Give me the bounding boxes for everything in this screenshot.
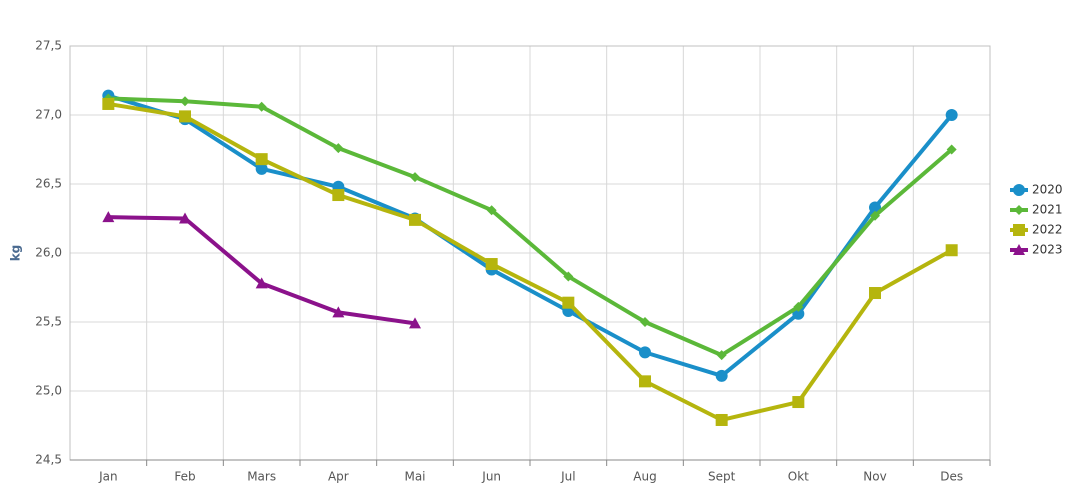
y-tick-label: 27,5 bbox=[35, 39, 62, 53]
data-point bbox=[640, 317, 650, 327]
y-tick-label: 26,5 bbox=[35, 177, 62, 191]
y-tick-label: 26,0 bbox=[35, 246, 62, 260]
y-axis-label: kg bbox=[9, 245, 23, 262]
data-point bbox=[792, 396, 805, 409]
series-line bbox=[108, 215, 416, 326]
data-point bbox=[409, 317, 421, 329]
data-point bbox=[945, 244, 958, 257]
legend-label[interactable]: 2023 bbox=[1032, 243, 1063, 257]
x-tick-label: Nov bbox=[863, 470, 886, 484]
legend-marker bbox=[1013, 244, 1025, 255]
x-tick-label: Jul bbox=[560, 470, 575, 484]
data-point bbox=[409, 213, 421, 226]
series-line bbox=[107, 93, 954, 378]
data-point bbox=[869, 201, 881, 214]
x-tick-label: Des bbox=[940, 470, 963, 484]
data-point bbox=[715, 369, 728, 382]
data-point bbox=[715, 413, 728, 426]
data-point bbox=[639, 346, 651, 359]
data-point bbox=[180, 96, 190, 107]
legend-label[interactable]: 2020 bbox=[1032, 183, 1063, 197]
legend-label[interactable]: 2022 bbox=[1032, 223, 1063, 237]
data-point bbox=[333, 143, 344, 154]
x-tick-label: Sept bbox=[708, 470, 736, 484]
data-point bbox=[102, 211, 115, 223]
data-point bbox=[255, 277, 268, 289]
data-point bbox=[945, 109, 958, 121]
data-point bbox=[255, 162, 268, 175]
data-point bbox=[256, 101, 267, 112]
data-point bbox=[562, 296, 575, 309]
legend-marker bbox=[1013, 184, 1025, 196]
x-tick-label: Jan bbox=[98, 470, 118, 484]
series-line bbox=[108, 96, 953, 358]
y-tick-label: 25,5 bbox=[35, 315, 62, 329]
legend-marker bbox=[1014, 205, 1024, 215]
x-tick-label: Jun bbox=[481, 470, 501, 484]
y-tick-label: 25,0 bbox=[35, 384, 62, 398]
data-point bbox=[869, 287, 881, 300]
data-point bbox=[179, 110, 191, 123]
y-tick-label: 24,5 bbox=[35, 453, 62, 467]
data-point bbox=[563, 271, 574, 282]
data-point bbox=[716, 350, 727, 361]
x-tick-label: Mars bbox=[247, 470, 276, 484]
data-point bbox=[639, 375, 651, 388]
x-tick-label: Mai bbox=[404, 470, 425, 484]
x-tick-label: Aug bbox=[633, 470, 656, 484]
data-point bbox=[332, 189, 345, 202]
data-point bbox=[102, 97, 115, 110]
data-point bbox=[870, 210, 880, 221]
legend-label[interactable]: 2021 bbox=[1032, 203, 1063, 217]
legend-marker bbox=[1013, 224, 1025, 236]
data-point bbox=[946, 144, 957, 155]
data-point bbox=[332, 306, 345, 318]
data-point bbox=[179, 212, 191, 224]
x-tick-label: Okt bbox=[788, 470, 809, 484]
data-point bbox=[410, 172, 420, 183]
data-point bbox=[485, 258, 498, 271]
data-point bbox=[486, 205, 497, 216]
x-tick-label: Apr bbox=[328, 470, 349, 484]
y-tick-label: 27,0 bbox=[35, 108, 62, 122]
data-point bbox=[255, 153, 268, 166]
series-line bbox=[108, 101, 953, 422]
x-tick-label: Feb bbox=[174, 470, 195, 484]
data-point bbox=[793, 301, 804, 312]
